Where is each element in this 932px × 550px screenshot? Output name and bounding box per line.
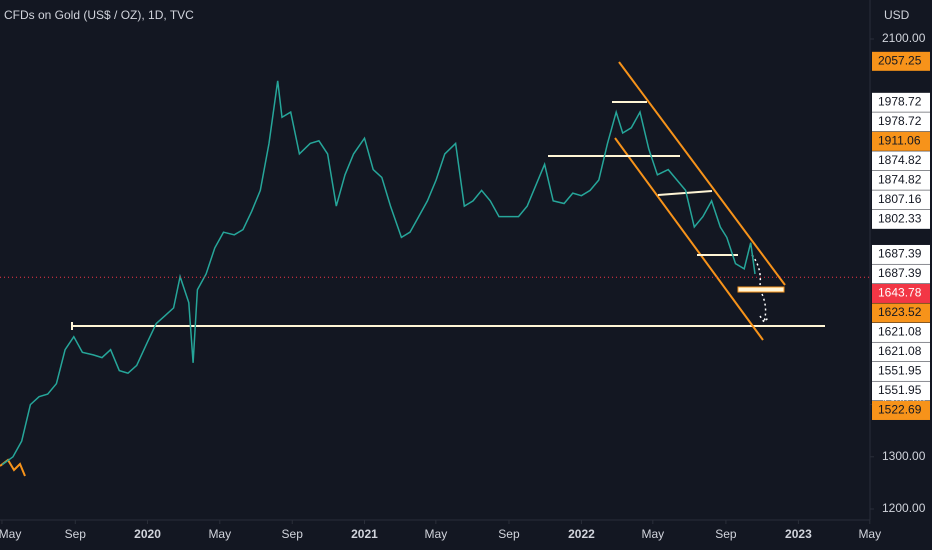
channel-lower — [614, 137, 764, 341]
price-label: 1687.39 — [878, 266, 922, 280]
x-tick-label: May — [425, 527, 448, 541]
price-label-box — [872, 51, 930, 71]
price-label-box — [872, 92, 930, 112]
price-label: 1551.95 — [878, 383, 922, 397]
x-tick-label: Sep — [498, 527, 520, 541]
price-label-box — [872, 264, 930, 284]
x-tick-label: 2021 — [351, 527, 378, 541]
price-label-box — [872, 381, 930, 401]
price-label: 1978.72 — [878, 95, 922, 109]
price-label-box — [872, 322, 930, 342]
price-label: 1522.69 — [878, 403, 922, 417]
x-tick-label: May — [858, 527, 881, 541]
x-tick-label: 2020 — [134, 527, 161, 541]
price-label-box — [872, 361, 930, 381]
chart-title: CFDs on Gold (US$ / OZ), 1D, TVC — [4, 8, 194, 22]
price-label-box — [872, 303, 930, 323]
x-tick-label: May — [0, 527, 21, 541]
channel-upper — [618, 61, 786, 286]
price-label: 1874.82 — [878, 173, 922, 187]
y-tick-label: 1200.00 — [882, 501, 926, 515]
price-label-box — [872, 151, 930, 171]
price-label-box — [872, 112, 930, 132]
x-tick-label: Sep — [715, 527, 737, 541]
projection-arrow — [759, 293, 770, 324]
price-label-box — [872, 244, 930, 264]
x-tick-label: 2023 — [785, 527, 812, 541]
x-tick-label: Sep — [282, 527, 304, 541]
price-line — [1, 80, 756, 466]
x-tick-label: May — [641, 527, 664, 541]
price-label: 1621.08 — [878, 325, 922, 339]
price-label-box — [872, 283, 930, 303]
y-tick-label: 1300.00 — [882, 449, 926, 463]
level-box — [737, 286, 785, 293]
projection-arrow — [751, 254, 762, 286]
price-label: 1807.16 — [878, 192, 922, 206]
price-label: 2057.25 — [878, 53, 922, 67]
price-label-box — [872, 342, 930, 362]
price-label: 1978.72 — [878, 114, 922, 128]
x-tick-label: 2022 — [568, 527, 595, 541]
price-label: 1687.39 — [878, 247, 922, 261]
axis-unit: USD — [884, 8, 910, 22]
level-line — [657, 190, 713, 196]
price-label: 1623.52 — [878, 305, 922, 319]
price-label-box — [872, 131, 930, 151]
price-label: 1643.78 — [878, 286, 922, 300]
price-label-box — [872, 209, 930, 229]
price-label: 1621.08 — [878, 344, 922, 358]
price-label: 1911.06 — [878, 134, 921, 148]
y-tick-label: 2100.00 — [882, 31, 926, 45]
x-tick-label: Sep — [65, 527, 87, 541]
price-label: 1551.95 — [878, 364, 922, 378]
x-tick-label: May — [208, 527, 231, 541]
price-label-box — [872, 170, 930, 190]
price-label: 1874.82 — [878, 153, 922, 167]
price-label: 1802.33 — [878, 212, 922, 226]
price-label-box — [872, 400, 930, 420]
price-label-box — [872, 190, 930, 210]
drawings — [0, 61, 825, 477]
